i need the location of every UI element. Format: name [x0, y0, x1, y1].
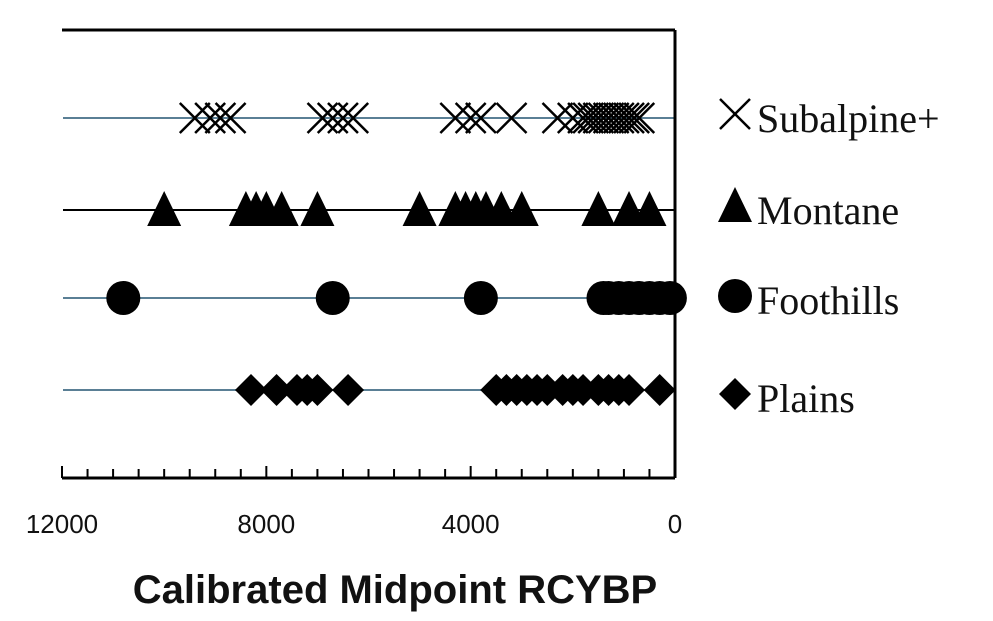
subalpine-point	[541, 102, 574, 134]
montane-point	[402, 191, 437, 226]
subalpine-point	[608, 102, 640, 134]
subalpine-point	[327, 102, 359, 134]
legend-label-montane: Montane	[757, 188, 899, 233]
x-tick-label: 0	[668, 509, 682, 539]
legend-marker-montane	[718, 187, 752, 222]
axes	[61, 28, 677, 480]
subalpine-point	[337, 102, 370, 134]
legend-marker-subalpine	[719, 98, 751, 130]
montane-point	[147, 191, 182, 226]
montane-point	[504, 191, 539, 226]
montane-point	[300, 191, 335, 226]
montane-point	[581, 191, 616, 226]
legend-marker-foothills	[718, 279, 752, 313]
subalpine-point	[439, 102, 472, 134]
data-markers	[106, 102, 687, 406]
subalpine-point	[178, 102, 211, 134]
montane-point	[632, 191, 667, 226]
subalpine-point	[495, 102, 528, 134]
subalpine-point	[204, 102, 237, 134]
foothills-point	[315, 281, 350, 315]
foothills-point	[463, 281, 498, 315]
legend-label-foothills: Foothills	[757, 278, 899, 323]
subalpine-point	[214, 102, 247, 134]
x-tick-labels: 12000 8000 4000 0	[26, 509, 682, 539]
series-lines	[63, 117, 675, 391]
subalpine-point	[623, 102, 656, 134]
montane-point	[264, 191, 299, 226]
subalpine-point	[454, 102, 487, 134]
foothills-point	[106, 281, 141, 315]
x-tick-label: 12000	[26, 509, 98, 539]
plains-point	[332, 374, 365, 406]
subalpine-point	[618, 102, 651, 134]
x-tick-label: 4000	[442, 509, 500, 539]
x-tick-label: 8000	[237, 509, 295, 539]
subalpine-point	[464, 102, 497, 134]
plains-point	[235, 374, 268, 406]
legend-label-subalpine: Subalpine+	[757, 96, 940, 141]
plains-point	[260, 374, 293, 406]
legend-label-plains: Plains	[757, 376, 855, 421]
x-axis-title: Calibrated Midpoint RCYBP	[133, 568, 657, 612]
legend-marker-plains	[719, 378, 751, 410]
plains-point	[613, 374, 646, 406]
legend: Subalpine+ Montane Foothills Plains	[718, 96, 940, 421]
foothills-point	[652, 281, 687, 315]
plains-point	[643, 374, 676, 406]
plains-point	[301, 374, 334, 406]
subalpine-point	[613, 102, 645, 134]
